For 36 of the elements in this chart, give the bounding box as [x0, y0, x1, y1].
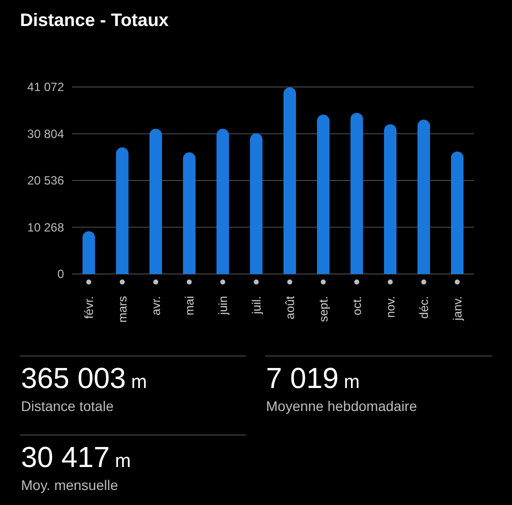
text: 7 019 m [266, 363, 360, 395]
bar [183, 152, 196, 274]
x-tick-label: avr. [148, 296, 163, 316]
x-tick-label: févr. [82, 296, 96, 319]
bar [82, 231, 95, 274]
x-tick-label: mai [182, 296, 196, 316]
y-tick-label: 20 536 [27, 174, 64, 188]
y-tick-label: 10 268 [27, 220, 64, 234]
y-tick-label: 41 072 [27, 80, 64, 94]
text: 30 417 m [21, 442, 131, 474]
x-tick-label: oct. [350, 296, 364, 316]
bar [451, 152, 464, 274]
bar [350, 112, 363, 274]
bar [216, 128, 229, 274]
bar [317, 114, 330, 274]
bar [250, 133, 262, 274]
x-tick-label: août [282, 295, 297, 320]
bar [116, 147, 128, 274]
x-tick-label: déc. [416, 296, 431, 319]
x-tick-label: juil. [249, 296, 264, 316]
bar [418, 120, 430, 274]
text: Moy. mensuelle [21, 477, 118, 493]
bar [284, 87, 296, 274]
x-tick-label: juin [216, 296, 230, 316]
x-tick-label: mars [115, 296, 130, 323]
chart-title: Distance - Totaux [20, 10, 169, 30]
text: 365 003 m [21, 363, 147, 395]
text: Moyenne hebdomadaire [266, 398, 418, 414]
text: Distance totale [21, 398, 114, 414]
x-tick-label: sept. [316, 296, 330, 322]
y-tick-label: 30 804 [27, 126, 64, 141]
x-tick-label: nov. [383, 296, 398, 318]
y-tick-label: 0 [57, 267, 64, 282]
x-tick-label: janv. [450, 296, 464, 322]
bar [150, 128, 162, 274]
bar [384, 124, 396, 274]
